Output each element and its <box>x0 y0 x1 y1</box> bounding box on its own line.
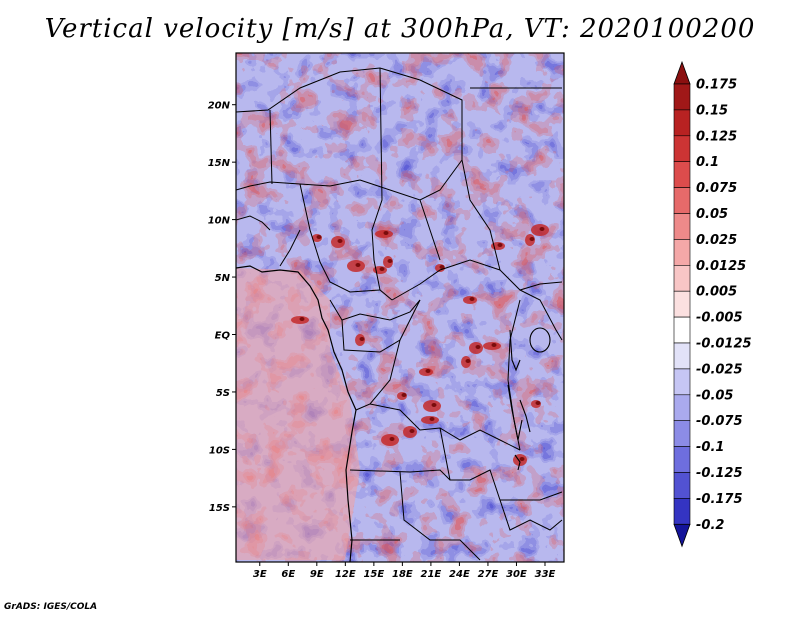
hotspot-core <box>409 429 415 433</box>
footer-credit: GrADS: IGES/COLA <box>4 602 98 612</box>
hotspot-core <box>497 243 503 247</box>
colorbar-label: 0.125 <box>696 129 737 144</box>
colorbar-label: 0.1 <box>696 155 719 170</box>
colorbar-label: -0.1 <box>696 440 724 455</box>
colorbar-box <box>673 316 691 344</box>
colorbar-box <box>673 342 691 370</box>
hotspot-core <box>337 239 343 243</box>
hotspot-core <box>299 317 305 321</box>
colorbar-label: 0.025 <box>696 233 737 248</box>
colorbar-label: -0.025 <box>696 362 743 377</box>
colorbar-label: 0.0125 <box>696 259 746 274</box>
hotspot-core <box>465 359 471 363</box>
lat-tick-label: 20N <box>208 101 231 112</box>
lon-tick-label: 12E <box>335 569 356 580</box>
hotspot-core <box>539 227 545 231</box>
hotspot-core <box>429 417 435 421</box>
convective-hotspots <box>291 224 549 466</box>
hotspot-core <box>383 231 389 235</box>
colorbar-box <box>673 446 691 473</box>
lon-tick-label: 9E <box>310 569 324 580</box>
colorbar-box <box>673 264 691 292</box>
coastline-west <box>236 265 357 562</box>
lakes <box>507 327 551 471</box>
hotspot-core <box>387 259 393 263</box>
hotspot-core <box>519 457 525 461</box>
latitude-axis: 20N 15N 10N 5N EQ 5S 10S 15S <box>208 101 236 514</box>
hotspot-core <box>439 265 445 269</box>
lat-tick-label: 5N <box>215 273 231 284</box>
lat-tick-label: 5S <box>216 388 230 399</box>
colorbar-box <box>673 83 691 111</box>
colorbar-box <box>673 161 691 188</box>
colorbar-box <box>673 498 691 525</box>
lat-tick-label: 10N <box>208 216 231 227</box>
colorbar-label: -0.0125 <box>696 337 752 352</box>
lon-tick-label: 21E <box>421 569 442 580</box>
hotspot-core <box>359 337 365 341</box>
colorbar-box <box>673 213 691 240</box>
colorbar-box <box>673 368 691 396</box>
hotspot-core <box>529 237 535 241</box>
colorbar-label: -0.075 <box>696 414 743 429</box>
lon-tick-label: 24E <box>449 569 470 580</box>
colorbar-label: -0.125 <box>696 466 743 481</box>
colorbar-label: 0.075 <box>696 181 737 196</box>
hotspot-core <box>355 263 361 267</box>
lon-tick-label: 6E <box>281 569 295 580</box>
colorbar-box <box>673 472 691 499</box>
hotspot-core <box>401 393 407 397</box>
colorbar-bottom-arrow <box>673 523 691 548</box>
colorbar-label: 0.05 <box>696 207 728 222</box>
colorbar-label: -0.175 <box>696 492 743 507</box>
hotspot-core <box>491 343 497 347</box>
lon-tick-label: 33E <box>535 569 556 580</box>
hotspot-core <box>379 267 385 271</box>
colorbar-box <box>673 187 691 214</box>
lat-tick-label: 10S <box>209 445 230 456</box>
lat-tick-label: 15N <box>208 158 231 169</box>
colorbar: 0.175 0.15 0.125 0.1 0.075 0.05 0.025 0.0125 0.0… <box>673 60 752 548</box>
map-plot <box>236 53 564 562</box>
hotspot-core <box>535 401 541 405</box>
atlantic-positive-region <box>236 268 360 560</box>
colorbar-box <box>673 394 691 421</box>
lat-tick-label: 15S <box>209 503 230 514</box>
lat-tick-label: EQ <box>215 331 231 342</box>
colorbar-box <box>673 420 691 447</box>
lon-tick-label: 18E <box>392 569 413 580</box>
lon-tick-label: 3E <box>253 569 267 580</box>
colorbar-box <box>673 290 691 318</box>
colorbar-box <box>673 109 691 137</box>
hotspot-core <box>431 403 437 407</box>
hotspot-core <box>469 297 475 301</box>
hotspot-core <box>316 235 322 239</box>
colorbar-box <box>673 239 691 266</box>
colorbar-label: 0.005 <box>696 285 737 300</box>
lon-tick-label: 15E <box>363 569 384 580</box>
lon-tick-label: 27E <box>478 569 499 580</box>
colorbar-label: 0.175 <box>696 78 737 93</box>
lon-tick-label: 30E <box>506 569 527 580</box>
colorbar-box <box>673 135 691 163</box>
hotspot-core <box>475 345 481 349</box>
colorbar-label: -0.005 <box>696 311 743 326</box>
colorbar-label: -0.05 <box>696 388 733 403</box>
hotspot-core <box>425 369 431 373</box>
hotspot-core <box>389 437 395 441</box>
longitude-axis: 3E 6E 9E 12E 15E 18E 21E 24E 27E 30E 33E <box>253 562 556 580</box>
chart-title: Vertical velocity [m/s] at 300hPa, VT: 2… <box>44 14 756 44</box>
colorbar-top-arrow <box>673 60 691 85</box>
colorbar-label: 0.15 <box>696 103 728 118</box>
map-frame <box>235 52 565 563</box>
colorbar-label: -0.2 <box>696 518 724 533</box>
country-borders <box>236 67 563 561</box>
